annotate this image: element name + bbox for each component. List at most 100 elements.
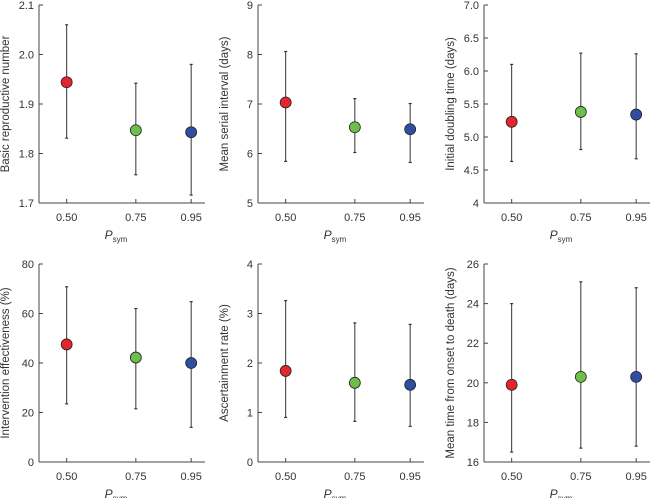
y-tick-label: 1.8	[19, 149, 34, 161]
y-axis-label: Basic reproductive number	[0, 35, 12, 172]
x-axis-label-subscript: sym	[113, 235, 128, 244]
x-axis-label-subscript: sym	[558, 235, 573, 244]
y-tick-label: 18	[467, 417, 479, 429]
y-tick-label: 2.1	[19, 0, 34, 12]
x-axis-label-main: P	[324, 228, 332, 242]
x-tick-label: 0.50	[56, 471, 77, 483]
x-tick-label: 0.50	[275, 471, 296, 483]
x-axis-label-subscript: sym	[113, 494, 128, 498]
y-tick-label: 60	[22, 309, 34, 321]
x-tick-label: 0.50	[501, 471, 522, 483]
x-tick-label: 0.95	[399, 212, 420, 224]
y-tick-label: 2.0	[19, 50, 34, 62]
x-tick-label: 0.75	[125, 471, 146, 483]
x-axis-label: Psym	[105, 228, 128, 244]
x-tick-label: 0.95	[180, 471, 201, 483]
x-tick-label: 0.50	[501, 212, 522, 224]
y-axis-label: Initial doubling time (days)	[445, 37, 457, 171]
data-point-0.75	[574, 370, 587, 383]
y-tick-label: 4	[473, 198, 479, 210]
y-tick-label: 3	[247, 309, 253, 321]
data-point-0.95	[404, 123, 417, 136]
data-point-0.95	[185, 357, 198, 369]
x-axis-label-main: P	[550, 487, 558, 498]
y-axis-label: Mean time from onset to death (days)	[445, 267, 457, 458]
y-axis-label: Mean serial interval (days)	[219, 36, 231, 171]
x-axis-label: Psym	[550, 228, 573, 244]
panel-3: 4 4.5 5.0 5.5 6.0 6.5 7.0 0.50 0.75 0.95 Psym Initi…	[445, 0, 650, 244]
y-axis-label: Intervention effectiveness (%)	[0, 287, 12, 438]
y-tick-label: 0	[28, 457, 34, 469]
data-point-0.75	[348, 121, 361, 134]
x-axis-label: Psym	[105, 487, 128, 498]
y-tick-label: 80	[22, 259, 34, 271]
x-tick-label: 0.75	[125, 212, 146, 224]
panel-1: 1.7 1.8 1.9 2.0 2.1 0.50 0.75 0.95 Psym Basic rep…	[0, 0, 205, 244]
x-tick-label: 0.75	[344, 471, 365, 483]
y-tick-label: 16	[467, 457, 479, 469]
x-axis-label: Psym	[550, 487, 573, 498]
y-tick-label: 20	[22, 408, 34, 420]
data-point-0.50	[60, 76, 73, 89]
data-point-0.75	[129, 124, 142, 137]
y-tick-label: 7	[247, 99, 253, 111]
y-axis-label: Ascertainment rate (%)	[219, 304, 231, 422]
panel-4: 0 20 40 60 80 0.50 0.75 0.95 Psym Intervention ef…	[0, 259, 205, 503]
y-tick-label: 8	[247, 50, 253, 62]
y-tick-label: 1.7	[19, 198, 34, 210]
y-tick-label: 22	[467, 338, 479, 350]
data-point-0.50	[505, 115, 518, 128]
x-tick-label: 0.75	[344, 212, 365, 224]
data-point-0.50	[279, 365, 292, 377]
data-point-0.75	[129, 351, 142, 364]
x-tick-label: 0.95	[625, 471, 646, 483]
y-tick-label: 6	[247, 149, 253, 161]
x-axis-label-main: P	[324, 487, 332, 498]
y-tick-label: 2	[247, 358, 253, 370]
y-tick-label: 7.0	[464, 0, 479, 12]
x-axis-label-main: P	[550, 228, 558, 242]
y-tick-label: 9	[247, 0, 253, 12]
data-point-0.95	[185, 126, 198, 139]
y-tick-label: 5	[247, 198, 253, 210]
x-tick-label: 0.95	[180, 212, 201, 224]
data-point-0.50	[505, 378, 518, 391]
y-tick-label: 26	[467, 259, 479, 271]
data-point-0.50	[60, 338, 73, 351]
panel-5: 0 1 2 3 4 0.50 0.75 0.95 Psym Ascertainment rate …	[219, 259, 424, 503]
x-tick-label: 0.50	[56, 212, 77, 224]
y-tick-label: 4	[247, 259, 253, 271]
y-tick-label: 6.5	[464, 33, 479, 45]
x-axis-label-subscript: sym	[332, 494, 347, 498]
x-axis-label: Psym	[324, 487, 347, 498]
data-point-0.75	[574, 106, 587, 118]
x-axis-label-subscript: sym	[332, 235, 347, 244]
x-axis-label-main: P	[105, 487, 113, 498]
y-tick-label: 5.5	[464, 99, 479, 111]
panel-6: 16 18 20 22 24 26 0.50 0.75 0.95 Psym Mean time fr…	[445, 259, 650, 503]
x-axis-label: Psym	[324, 228, 347, 244]
x-tick-label: 0.75	[570, 471, 591, 483]
y-tick-label: 1	[247, 408, 253, 420]
y-tick-label: 6.0	[464, 66, 479, 78]
panel-2: 5 6 7 8 9 0.50 0.75 0.95 Psym Mean serial interva…	[219, 0, 424, 244]
x-tick-label: 0.95	[399, 471, 420, 483]
y-tick-label: 1.9	[19, 99, 34, 111]
data-point-0.95	[404, 378, 417, 391]
y-tick-label: 0	[247, 457, 253, 469]
y-tick-label: 5.0	[464, 132, 479, 144]
x-tick-label: 0.50	[275, 212, 296, 224]
y-tick-label: 20	[467, 378, 479, 390]
y-tick-label: 24	[467, 299, 479, 311]
data-point-0.50	[279, 96, 292, 109]
data-point-0.95	[630, 108, 643, 121]
x-tick-label: 0.75	[570, 212, 591, 224]
x-tick-label: 0.95	[625, 212, 646, 224]
x-axis-label-subscript: sym	[558, 494, 573, 498]
y-tick-label: 4.5	[464, 165, 479, 177]
data-point-0.75	[348, 376, 361, 389]
y-tick-label: 40	[22, 358, 34, 370]
x-axis-label-main: P	[105, 228, 113, 242]
data-point-0.95	[630, 370, 643, 383]
